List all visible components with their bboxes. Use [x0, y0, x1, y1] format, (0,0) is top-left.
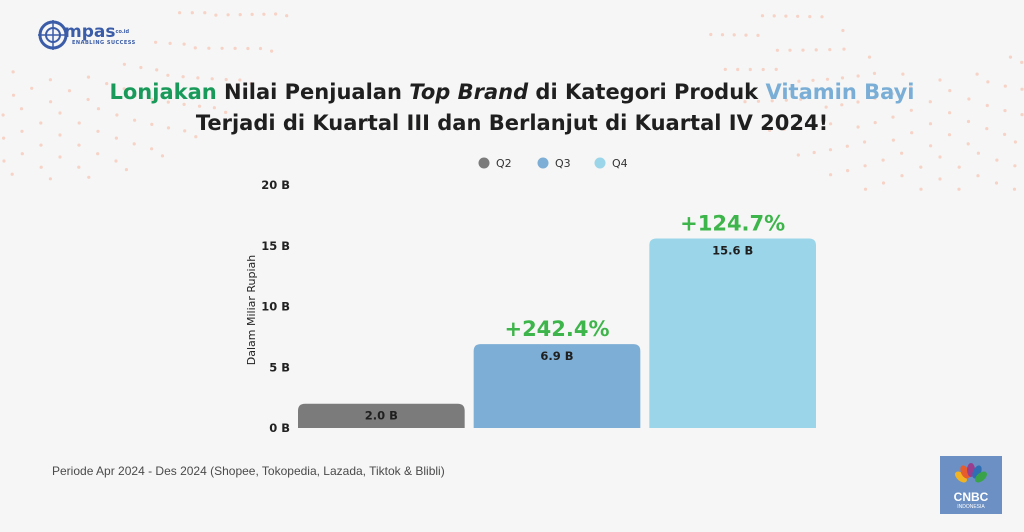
cnbc-logo: CNBC INDONESIA [940, 456, 1002, 514]
title-text-rest: di Kategori Produk [528, 80, 766, 104]
bar-q4 [649, 238, 816, 428]
bar-value-label: 2.0 B [365, 409, 398, 423]
cnbc-sub: INDONESIA [957, 504, 985, 510]
legend-swatch [537, 157, 549, 169]
footnote: Periode Apr 2024 - Des 2024 (Shopee, Tok… [52, 464, 445, 478]
title-highlight-vitamin: Vitamin Bayi [765, 80, 915, 104]
title-italic: Top Brand [409, 80, 529, 104]
logo-domain: co.id [115, 28, 130, 35]
compass-icon [38, 20, 68, 50]
title-line-2: Terjadi di Kuartal III dan Berlanjut di … [195, 111, 829, 135]
title-highlight-lonjakan: Lonjakan [109, 80, 217, 104]
logo-name: mpas [64, 21, 116, 42]
growth-label: +124.7% [680, 211, 785, 235]
y-tick-label: 15 B [261, 239, 290, 253]
y-tick-label: 20 B [261, 178, 290, 192]
title-text: Nilai Penjualan [216, 80, 410, 104]
y-tick-label: 5 B [269, 360, 290, 374]
y-tick-label: 10 B [261, 300, 290, 314]
legend-label: Q3 [555, 157, 571, 170]
peacock-icon [955, 463, 987, 483]
legend-swatch [478, 157, 490, 169]
legend-swatch [594, 157, 606, 169]
logo-tagline: ENABLING SUCCESS [72, 39, 136, 46]
compas-logo: mpasco.id ENABLING SUCCESS [36, 18, 136, 52]
cnbc-name: CNBC [953, 490, 989, 504]
title-line-1: Lonjakan Nilai Penjualan Top Brand di Ka… [0, 77, 1024, 108]
bar-value-label: 15.6 B [712, 243, 753, 257]
growth-label: +242.4% [504, 317, 609, 341]
legend-label: Q2 [496, 157, 512, 170]
y-tick-label: 0 B [269, 421, 290, 435]
bar-value-label: 6.9 B [540, 349, 573, 363]
chart-title: Lonjakan Nilai Penjualan Top Brand di Ka… [0, 77, 1024, 139]
y-axis-label: Dalam Miliar Rupiah [245, 255, 258, 366]
bar-q3 [473, 344, 641, 428]
bar-q2 [298, 403, 465, 428]
legend-label: Q4 [612, 157, 628, 170]
